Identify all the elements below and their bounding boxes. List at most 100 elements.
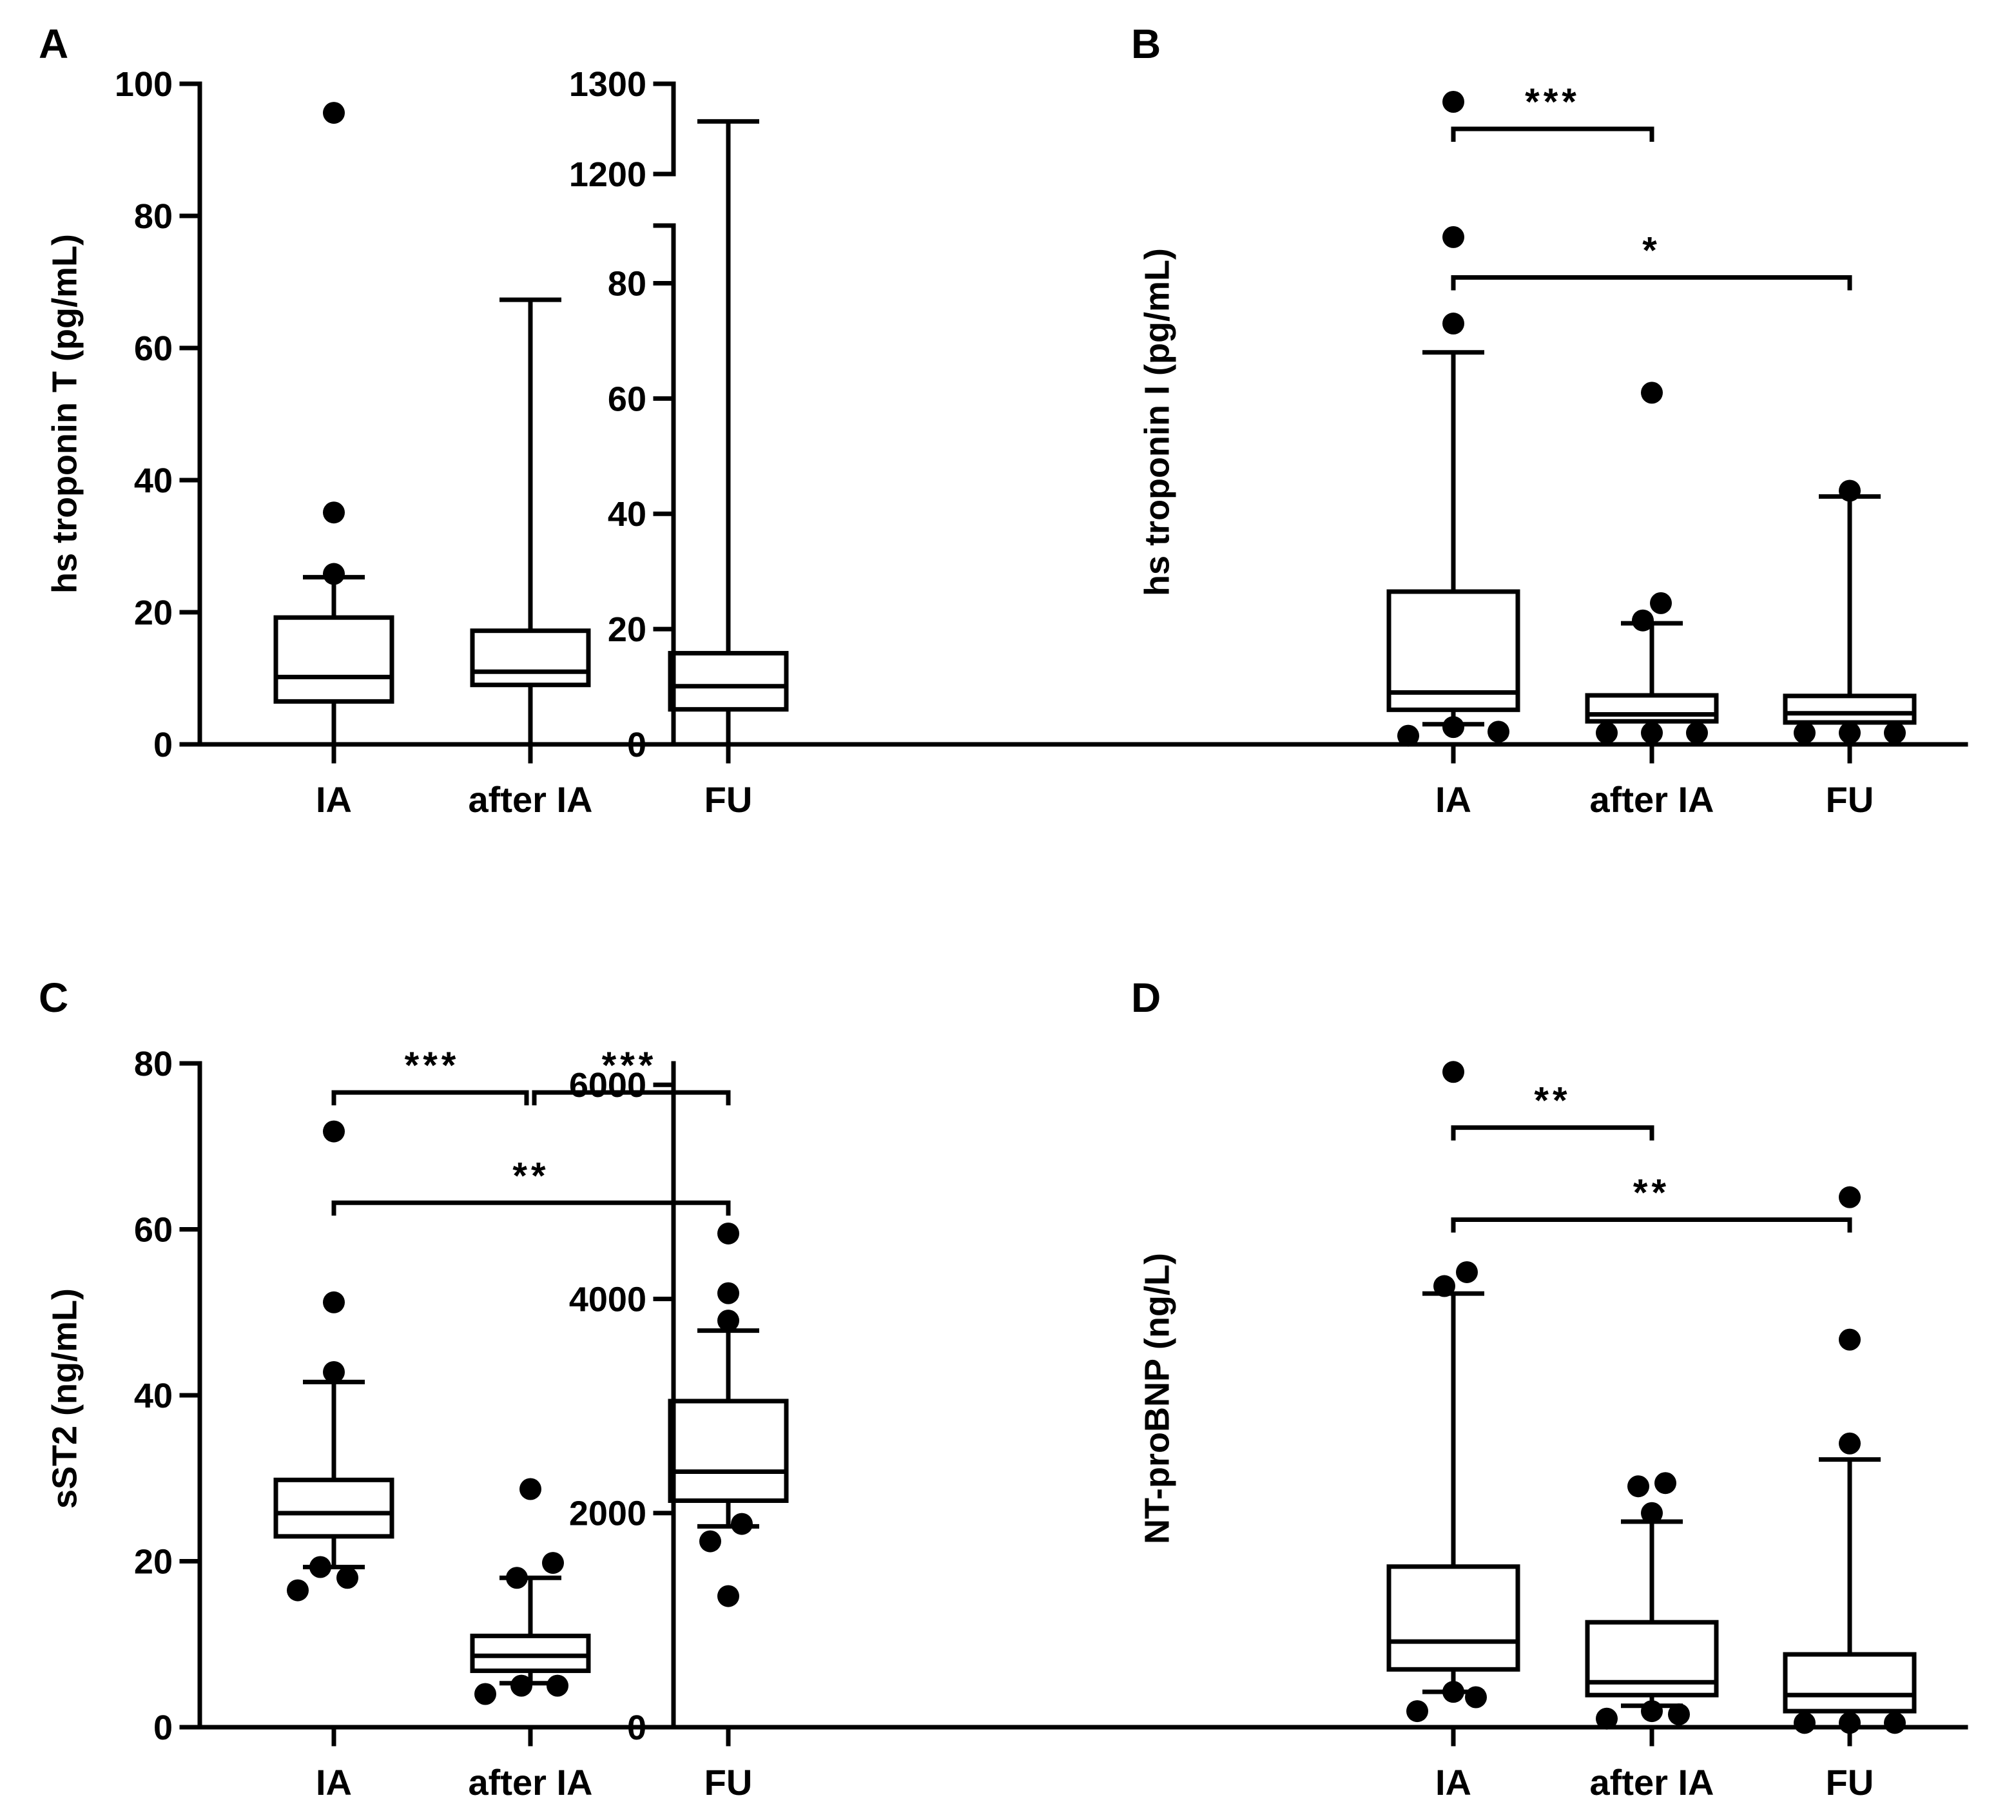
outlier-point <box>1839 1186 1861 1208</box>
y-tick-label: 0 <box>627 726 646 764</box>
iqr-box <box>668 1399 789 1504</box>
y-tick-label: 40 <box>134 1377 173 1415</box>
box-group-after-ia <box>1585 1519 1719 1709</box>
box-group-fu <box>668 119 789 744</box>
y-tick-label: 80 <box>608 264 646 303</box>
chart-panel-d: D NT-proBNP (ng/L) 0 2000 4000 6000 IA after IA… <box>569 974 1968 1803</box>
x-tick-label: after IA <box>1590 779 1714 820</box>
significance-label: *** <box>1525 81 1580 123</box>
significance-bracket <box>331 1090 529 1106</box>
y-tick-label: 0 <box>627 1709 646 1747</box>
outlier-point <box>1794 1712 1816 1734</box>
iqr-box <box>668 651 789 712</box>
outlier-point <box>1668 1703 1690 1726</box>
significance-label: ** <box>512 1155 549 1197</box>
significance-bracket <box>331 1200 731 1216</box>
outlier-point <box>1442 1681 1464 1703</box>
outlier-point <box>1406 1700 1428 1723</box>
box-group-ia <box>1386 350 1520 727</box>
outlier-point <box>717 1310 739 1332</box>
y-tick-label: 1300 <box>569 65 646 104</box>
significance-bracket <box>1451 126 1654 142</box>
outlier-point <box>519 1478 541 1500</box>
outlier-point <box>506 1567 528 1589</box>
outlier-point <box>1641 382 1663 404</box>
outlier-point <box>1839 479 1861 502</box>
outlier-point <box>336 1567 358 1589</box>
significance-label: ** <box>1633 1172 1670 1214</box>
y-tick-label: 4000 <box>569 1280 646 1319</box>
outlier-point <box>1442 91 1464 113</box>
outlier-point <box>323 1291 345 1313</box>
outlier-point <box>309 1556 331 1578</box>
iqr-box <box>470 628 591 688</box>
significance-label: ** <box>1534 1080 1571 1122</box>
y-tick-label: 1200 <box>569 155 646 194</box>
y-tick-label: 2000 <box>569 1495 646 1533</box>
panel-letter: C <box>39 974 68 1021</box>
outlier-point <box>1839 1328 1861 1351</box>
outlier-point <box>323 1360 345 1383</box>
outlier-point <box>1839 722 1861 744</box>
y-tick-label: 60 <box>608 380 646 418</box>
box-group-ia <box>1386 1291 1520 1694</box>
chart-panel-a: Ahs troponin T (pg/mL) 0 20 40 60 80 100 IA afte… <box>39 21 866 820</box>
y-tick-label: 6000 <box>569 1066 646 1105</box>
outlier-point <box>699 1530 721 1553</box>
panel-letter: B <box>1131 21 1161 67</box>
x-tick-label: IA <box>1435 779 1471 820</box>
box-group-ia <box>273 1379 394 1570</box>
y-tick-label: 20 <box>608 610 646 649</box>
y-tick-label: 80 <box>134 197 173 236</box>
box-group-fu <box>1783 1457 1917 1714</box>
x-tick-label: IA <box>316 779 352 820</box>
outlier-point <box>542 1552 564 1574</box>
outlier-point <box>1632 609 1654 632</box>
significance-bracket <box>1451 1217 1852 1233</box>
outlier-point <box>1627 1475 1649 1498</box>
iqr-box <box>470 1633 591 1673</box>
y-tick-label: 60 <box>134 329 173 368</box>
iqr-box <box>1585 693 1719 724</box>
outlier-point <box>1641 722 1663 744</box>
outlier-point <box>1654 1472 1676 1495</box>
significance-label: * <box>1642 230 1661 272</box>
outlier-point <box>717 1222 739 1244</box>
outlier-point <box>1686 722 1708 744</box>
outlier-point <box>1442 1061 1464 1083</box>
outlier-point <box>1650 592 1672 614</box>
y-tick-label: 40 <box>134 461 173 500</box>
outlier-point <box>1442 313 1464 335</box>
outlier-point <box>510 1674 532 1697</box>
outlier-point <box>323 563 345 585</box>
outlier-point <box>547 1674 568 1697</box>
outlier-point <box>1794 722 1816 744</box>
box-group-fu <box>1783 494 1917 744</box>
outlier-point <box>1839 1432 1861 1455</box>
outlier-point <box>717 1585 739 1607</box>
box-group-after-ia <box>470 1575 591 1686</box>
x-tick-label: FU <box>704 779 753 820</box>
outlier-point <box>1488 721 1509 743</box>
y-tick-label: 0 <box>153 726 173 764</box>
y-tick-label: 100 <box>115 65 173 104</box>
iqr-box <box>1386 1564 1520 1672</box>
x-tick-label: FU <box>704 1762 753 1803</box>
y-tick-label: 60 <box>134 1211 173 1250</box>
outlier-point <box>717 1282 739 1304</box>
outlier-point <box>1596 1707 1618 1730</box>
iqr-box <box>273 615 394 704</box>
outlier-point <box>1442 226 1464 248</box>
box-group-fu <box>668 1328 789 1529</box>
significance-bracket <box>1451 275 1852 291</box>
y-tick-label: 0 <box>153 1709 173 1747</box>
outlier-point <box>1839 1712 1861 1734</box>
y-axis-title: sST2 (ng/mL) <box>45 1288 84 1509</box>
y-axis-title: hs troponin T (pg/mL) <box>45 234 84 594</box>
chart-panel-b: Bhs troponin I (pg/mL) 0 20 40 60 80 1200 1300 I… <box>569 21 1968 820</box>
x-tick-label: FU <box>1826 779 1874 820</box>
significance-bracket <box>532 1090 731 1106</box>
x-tick-label: IA <box>1435 1762 1471 1803</box>
iqr-box <box>273 1477 394 1539</box>
